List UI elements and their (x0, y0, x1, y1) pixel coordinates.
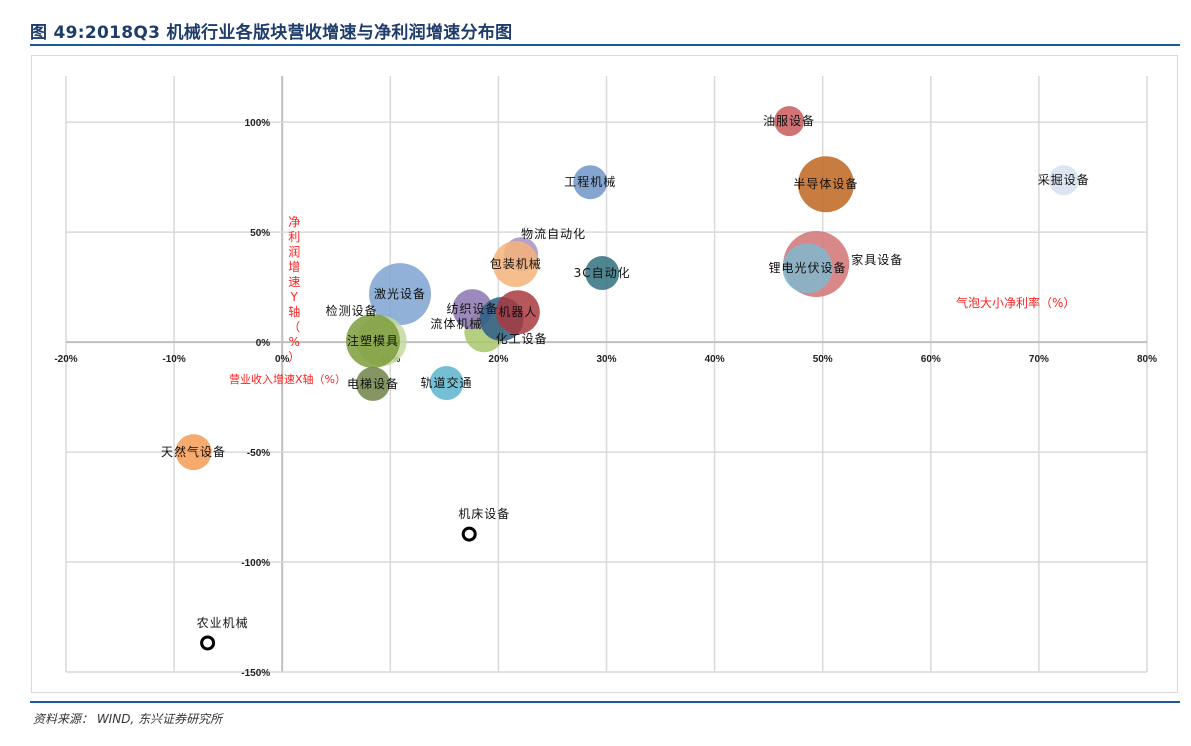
bubble-label: 注塑模具 (347, 333, 399, 348)
bubble-label: 锂电光伏设备 (769, 260, 847, 275)
bubble-label: 轨道交通 (421, 375, 473, 390)
x-tick-label: 0% (275, 354, 290, 365)
bubble-point (175, 434, 212, 471)
bubble-label: 采掘设备 (1038, 172, 1090, 187)
y-tick-label: 100% (245, 118, 271, 129)
y-tick-label: -150% (241, 668, 270, 679)
x-tick-label: 40% (705, 354, 725, 365)
source-note: 资料来源： WIND, 东兴证券研究所 (33, 712, 223, 726)
bubble-point (1048, 165, 1079, 196)
bubble-label: 油服设备 (763, 114, 815, 128)
x-tick-label: 30% (596, 354, 616, 365)
x-tick-label: 80% (1137, 354, 1157, 365)
size-legend-note: 气泡大小净利率（%） (956, 295, 1075, 310)
bubble-point (200, 635, 216, 651)
chart-frame (31, 55, 1178, 693)
bubble-point (797, 156, 854, 213)
x-tick-label: 20% (488, 354, 508, 365)
figure-title: 图 49:2018Q3 机械行业各版块营收增速与净利润增速分布图 (30, 23, 513, 43)
bubble-label: 流体机械 (430, 316, 482, 331)
x-tick-label: 70% (1029, 354, 1049, 365)
x-tick-label: -20% (54, 354, 77, 365)
bubble-label: 物流自动化 (521, 227, 586, 241)
bubble-point (461, 526, 477, 542)
bubble-label: 包装机械 (490, 256, 542, 271)
x-tick-label: 50% (813, 354, 833, 365)
bubble-label: 3C自动化 (574, 266, 631, 280)
bubble-point (369, 263, 432, 326)
bubble-point (492, 241, 539, 288)
bubble-label: 检测设备 (326, 303, 378, 318)
bubble-label: 家具设备 (851, 252, 903, 267)
bubble-label: 机床设备 (458, 507, 510, 521)
title-rule (30, 44, 1180, 46)
bubble-point (573, 165, 608, 200)
bubble-label: 纺织设备 (446, 302, 498, 316)
bubble-label: 工程机械 (564, 174, 616, 189)
y-tick-label: 0% (256, 338, 271, 349)
bubble-point (782, 243, 833, 294)
x-axis-title: 营业收入增速X轴（%） (229, 372, 346, 386)
y-tick-label: -100% (241, 558, 270, 569)
bubble-label: 化工设备 (496, 332, 548, 346)
bubble-point (429, 366, 464, 401)
bubble-point (585, 256, 620, 291)
bubble-label: 农业机械 (197, 615, 249, 630)
bubble-label: 激光设备 (374, 287, 426, 301)
bubble-label: 半导体设备 (793, 177, 858, 191)
y-tick-label: -50% (247, 448, 270, 459)
y-tick-label: 50% (250, 228, 270, 239)
bubble-label: 天然气设备 (161, 444, 226, 459)
bubble-point (495, 290, 540, 335)
bubble-label: 电梯设备 (347, 377, 399, 391)
footer-rule (30, 701, 1180, 703)
y-axis-title: 净利润增速 Y 轴（%） (288, 215, 300, 364)
bubble-point (346, 314, 401, 369)
x-tick-label: 60% (921, 354, 941, 365)
bubble-point (774, 106, 805, 137)
bubble-point (356, 366, 391, 401)
bubble-label: 机器人 (498, 305, 537, 319)
x-tick-label: -10% (162, 354, 185, 365)
